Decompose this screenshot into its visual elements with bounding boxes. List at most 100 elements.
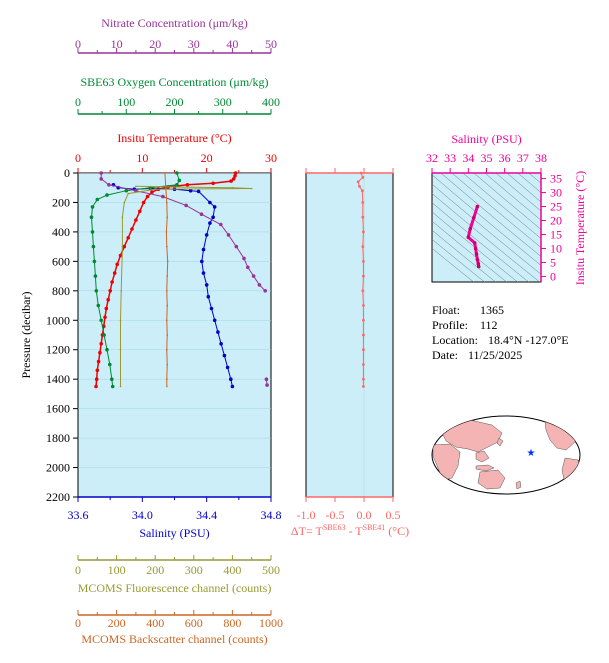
ts-y-tick-label: 25 bbox=[550, 200, 562, 214]
oxygen-point bbox=[91, 244, 96, 249]
temperature-point bbox=[130, 227, 134, 231]
ts-isopycnal-line bbox=[432, 238, 485, 282]
backscatter-point bbox=[166, 385, 168, 388]
nitrate-point bbox=[134, 188, 138, 193]
ts-isopycnal-line bbox=[517, 173, 541, 193]
ts-isopycnal-line bbox=[506, 173, 541, 203]
float-value: 1365 bbox=[480, 303, 504, 317]
nitrate-axis-title: Nitrate Concentration (μm/kg) bbox=[101, 16, 247, 30]
oxygen-tick-label: 0 bbox=[75, 95, 81, 109]
fluorescence-point bbox=[119, 385, 122, 388]
delta-t-point bbox=[361, 201, 365, 204]
fluorescence-point bbox=[173, 186, 176, 188]
backscatter-tick-label: 1000 bbox=[259, 616, 283, 630]
oxygen-tick-label: 100 bbox=[117, 95, 135, 109]
ts-x-tick-label: 32 bbox=[426, 151, 438, 165]
temperature-point bbox=[233, 171, 238, 175]
fluorescence-point bbox=[120, 290, 122, 292]
ts-x-tick-label: 35 bbox=[481, 151, 493, 165]
map-indonesia bbox=[475, 464, 495, 472]
delta-t-label-suffix: (°C) bbox=[385, 524, 409, 538]
date-label: Date: bbox=[432, 348, 458, 362]
salinity-point bbox=[206, 294, 211, 299]
delta-t-tick-label: -0.5 bbox=[326, 508, 345, 522]
fluorescence-tick-label: 500 bbox=[262, 563, 280, 577]
fluorescence-tick-label: 300 bbox=[185, 563, 203, 577]
ts-isopycnal-line bbox=[432, 202, 529, 282]
oxygen-point bbox=[105, 193, 109, 197]
backscatter-point bbox=[166, 245, 168, 248]
oxygen-point bbox=[90, 205, 95, 209]
delta-t-point bbox=[361, 245, 365, 249]
ts-isopycnal-line bbox=[440, 173, 541, 257]
oxygen-point bbox=[177, 178, 182, 183]
world-map: ★ bbox=[431, 415, 581, 495]
temperature-point bbox=[94, 377, 99, 382]
pressure-tick-label: 2200 bbox=[46, 490, 70, 504]
salinity-point bbox=[229, 377, 233, 382]
oxygen-point bbox=[99, 318, 103, 323]
pressure-axis: 0 200 400 600 800 1000 1200 1400 1600 1800 2000 220… bbox=[46, 166, 78, 504]
nitrate-point bbox=[265, 383, 269, 387]
salinity-point bbox=[209, 306, 214, 311]
delta-t-label-sup2: SBE41 bbox=[363, 523, 386, 532]
nitrate-tick-label: 50 bbox=[265, 37, 277, 51]
ts-isopycnal-line bbox=[432, 193, 540, 282]
salinity-tick-label: 34.0 bbox=[132, 508, 153, 522]
nitrate-point bbox=[234, 244, 239, 249]
ts-isopycnal-line bbox=[484, 173, 541, 221]
float-info-date: Date: 11/25/2025 bbox=[432, 348, 522, 363]
salinity-point bbox=[208, 221, 212, 225]
ts-y-axis-title: Insitu Temperature (°C) bbox=[573, 171, 587, 285]
delta-t-label-sup1: SBE63 bbox=[323, 523, 346, 532]
temperature-point bbox=[106, 297, 110, 302]
float-info-float: Float: 1365 bbox=[432, 303, 504, 318]
temperature-point bbox=[110, 280, 114, 284]
backscatter-point bbox=[165, 186, 167, 189]
ts-plot-background bbox=[431, 172, 542, 283]
ts-x-tick-label: 36 bbox=[499, 151, 511, 165]
ts-title: Salinity (PSU) bbox=[451, 132, 521, 146]
float-info-location: Location: 18.4°N -127.0°E bbox=[432, 333, 569, 348]
oxygen-tick-label: 300 bbox=[214, 95, 232, 109]
temperature-point bbox=[98, 350, 102, 355]
salinity-point bbox=[200, 259, 204, 264]
temperature-point bbox=[122, 244, 127, 249]
ts-y-tick-label: 5 bbox=[550, 255, 556, 269]
delta-t-tick-label: 0.0 bbox=[357, 508, 372, 522]
pressure-tick-label: 1800 bbox=[46, 431, 70, 445]
backscatter-point bbox=[166, 275, 168, 277]
oxygen-point bbox=[96, 303, 101, 308]
ts-point bbox=[472, 215, 476, 220]
delta-t-point bbox=[359, 171, 363, 175]
fluorescence-tick-label: 100 bbox=[108, 563, 126, 577]
nitrate-point bbox=[199, 212, 204, 216]
backscatter-axis-title: MCOMS Backscatter channel (counts) bbox=[81, 632, 267, 646]
oxygen-axis-title: SBE63 Oxygen Concentration (μm/kg) bbox=[80, 75, 268, 89]
ts-isopycnal-line bbox=[539, 173, 541, 175]
nitrate-point bbox=[242, 256, 246, 261]
pressure-tick-label: 800 bbox=[52, 284, 70, 298]
salinity-point bbox=[196, 189, 201, 194]
oxygen-point bbox=[90, 230, 95, 234]
salinity-point bbox=[230, 384, 235, 389]
delta-t-point bbox=[362, 348, 365, 352]
ts-isopycnal-line bbox=[462, 173, 541, 239]
temperature-axis: 0 10 20 30 Insitu Temperature (°C) bbox=[75, 131, 277, 174]
delta-t-point bbox=[362, 260, 365, 263]
pressure-tick-label: 0 bbox=[64, 166, 70, 180]
oxygen-point bbox=[110, 377, 114, 382]
fluorescence-point bbox=[119, 348, 122, 351]
backscatter-point bbox=[165, 231, 168, 233]
nitrate-tick-label: 10 bbox=[111, 37, 123, 51]
nitrate-point bbox=[257, 283, 262, 287]
temperature-point bbox=[104, 306, 109, 311]
delta-t-point bbox=[361, 215, 365, 219]
nitrate-tick-label: 20 bbox=[149, 37, 161, 51]
backscatter-point bbox=[166, 334, 168, 336]
oxygen-point bbox=[92, 259, 97, 264]
backscatter-tick-label: 400 bbox=[146, 616, 164, 630]
temperature-point bbox=[229, 179, 233, 183]
main-plot-background bbox=[77, 172, 272, 498]
backscatter-point bbox=[166, 348, 168, 351]
